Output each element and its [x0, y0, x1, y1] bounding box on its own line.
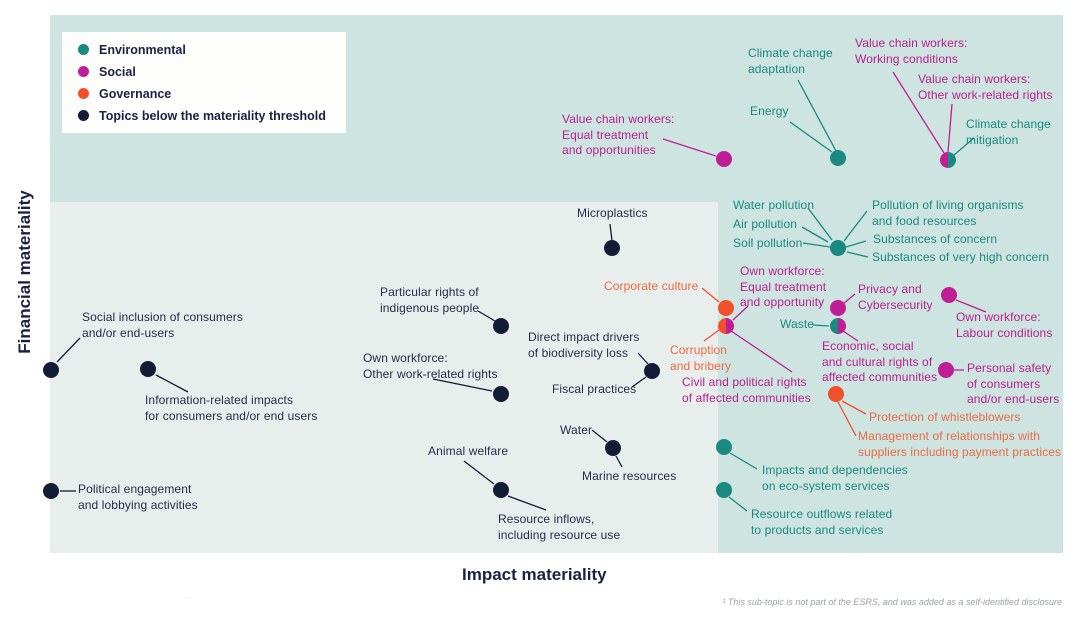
fiscal-practices-label: Fiscal practices	[552, 382, 637, 396]
economic-social-rights-label: Economic, social and cultural rights of …	[822, 339, 938, 384]
watermark: ···	[183, 595, 194, 601]
animal-welfare-label: Animal welfare	[428, 444, 509, 458]
own-workforce-labour-dot	[941, 287, 957, 303]
legend-dot-governance	[78, 88, 89, 99]
pollution-cluster-dot	[830, 240, 846, 256]
legend-item-environmental: Environmental	[78, 43, 346, 57]
water-label: Water	[560, 423, 593, 437]
civil-political-rights-label: Civil and political rights of affected c…	[682, 375, 811, 405]
own-workforce-other-label: Own workforce: Other work-related rights	[363, 351, 498, 381]
legend-label-below: Topics below the materiality threshold	[99, 108, 326, 123]
x-axis-label: Impact materiality	[462, 565, 607, 584]
y-axis-label: Financial materiality	[15, 190, 34, 354]
impacts-ecosystem-dot	[716, 439, 732, 455]
legend-dot-environmental	[78, 44, 89, 55]
own-workforce-labour-label: Own workforce: Labour conditions	[956, 310, 1053, 340]
corporate-culture-dot	[718, 300, 734, 316]
pollution-organisms-label: Pollution of living organisms and food r…	[872, 198, 1024, 228]
vcw-equal-treatment-label: Value chain workers: Equal treatment and…	[562, 112, 675, 157]
legend-item-social: Social	[78, 65, 346, 79]
information-related-impacts-label: Information-related impacts for consumer…	[145, 393, 318, 423]
vcw-equal-treatment-dot	[716, 151, 732, 167]
legend-dot-social	[78, 66, 89, 77]
marine-resources-label: Marine resources	[582, 469, 677, 483]
footnote: ¹ This sub-topic is not part of the ESRS…	[722, 597, 1062, 607]
legend-dot-below	[78, 110, 89, 121]
impacts-ecosystem-label: Impacts and dependencies on eco-system s…	[762, 463, 908, 493]
vcw-working-conditions-label: Value chain workers: Working conditions	[855, 36, 968, 66]
energy-climate-adaptation-dot	[830, 150, 846, 166]
legend-item-governance: Governance	[78, 87, 346, 101]
soil-pollution-label: Soil pollution	[733, 236, 803, 250]
resource-inflows-label: Resource inflows, including resource use	[498, 512, 621, 542]
legend-label-governance: Governance	[99, 86, 172, 101]
corruption-own-workforce-dot	[718, 318, 734, 334]
material-zone-right	[718, 202, 1063, 553]
indigenous-rights-label: Particular rights of indigenous people	[380, 285, 480, 315]
vcw-other-rights-label: Value chain workers: Other work-related …	[918, 72, 1053, 102]
biodiversity-loss-label: Direct impact drivers of biodiversity lo…	[528, 330, 640, 360]
personal-safety-label: Personal safety of consumers and/or end-…	[967, 361, 1060, 406]
legend-item-below: Topics below the materiality threshold	[78, 109, 346, 123]
legend: Environmental Social Governance Topics belo…	[62, 32, 346, 133]
own-workforce-other-dot	[493, 386, 509, 402]
information-related-impacts-dot	[140, 361, 156, 377]
political-engagement-label: Political engagement and lobbying activi…	[78, 482, 198, 512]
personal-safety-dot	[938, 362, 954, 378]
whistleblowers-suppliers-dot	[828, 386, 844, 402]
biodiversity-fiscal-dot	[644, 363, 660, 379]
substances-concern-label: Substances of concern	[873, 232, 998, 246]
energy-label: Energy	[750, 104, 789, 118]
climate-change-adaptation-label: Climate change adaptation	[748, 46, 833, 76]
water-pollution-label: Water pollution	[733, 198, 815, 212]
water-marine-dot	[605, 440, 621, 456]
protection-whistleblowers-label: Protection of whistleblowers	[869, 410, 1021, 424]
waste-label: Waste	[780, 317, 815, 331]
social-inclusion-label: Social inclusion of consumers and/or end…	[82, 310, 243, 340]
vcw-climate-mitigation-dot	[940, 152, 956, 168]
indigenous-rights-dot	[493, 318, 509, 334]
legend-label-environmental: Environmental	[99, 42, 186, 57]
social-inclusion-dot	[43, 362, 59, 378]
privacy-cybersecurity-dot	[830, 300, 846, 316]
climate-change-mitigation-label: Climate change mitigation	[966, 117, 1051, 147]
privacy-cybersecurity-label: Privacy and Cybersecurity	[858, 282, 933, 312]
resource-outflows-label: Resource outflows related to products an…	[751, 507, 893, 537]
microplastics-dot	[604, 240, 620, 256]
substances-very-high-concern-label: Substances of very high concern	[872, 250, 1050, 264]
legend-label-social: Social	[99, 64, 136, 79]
management-suppliers-label: Management of relationships with supplie…	[858, 429, 1062, 459]
resource-outflows-dot	[716, 482, 732, 498]
political-engagement-dot	[43, 483, 59, 499]
corporate-culture-label: Corporate culture	[604, 279, 699, 293]
corruption-bribery-label: Corruption and bribery	[670, 343, 732, 373]
microplastics-label: Microplastics	[577, 206, 648, 220]
animal-resource-inflows-dot	[493, 482, 509, 498]
own-workforce-equal-label: Own workforce: Equal treatment and oppor…	[740, 264, 827, 309]
air-pollution-label: Air pollution	[733, 217, 798, 231]
waste-economic-rights-dot	[830, 318, 846, 334]
